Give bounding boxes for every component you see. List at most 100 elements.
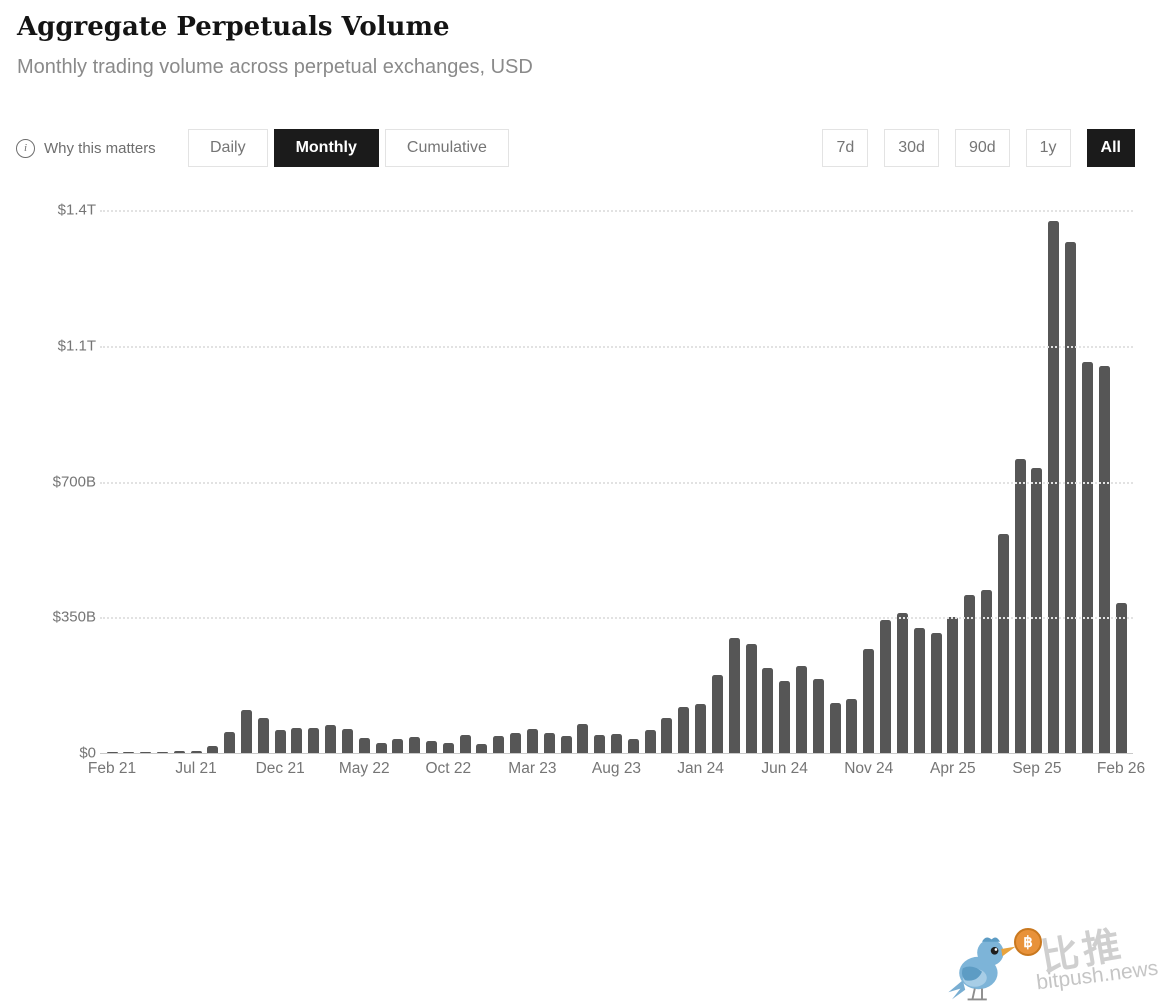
volume-bar[interactable] bbox=[644, 730, 656, 753]
volume-bar[interactable] bbox=[308, 728, 320, 753]
volume-bar[interactable] bbox=[896, 612, 908, 753]
volume-bar[interactable] bbox=[156, 751, 168, 753]
volume-bar[interactable] bbox=[241, 709, 253, 753]
x-axis-baseline bbox=[100, 753, 1133, 754]
volume-bar[interactable] bbox=[1065, 242, 1077, 753]
range-all[interactable]: All bbox=[1086, 129, 1135, 167]
x-tick-label: Dec 21 bbox=[255, 760, 305, 777]
volume-bar[interactable] bbox=[560, 735, 572, 753]
volume-bar[interactable] bbox=[795, 666, 807, 753]
x-tick-label: Feb 21 bbox=[87, 760, 137, 777]
x-tick-label: Oct 22 bbox=[425, 760, 472, 777]
volume-bar[interactable] bbox=[1098, 365, 1110, 753]
volume-bar[interactable] bbox=[325, 725, 337, 753]
range-90d[interactable]: 90d bbox=[954, 129, 1010, 167]
volume-bar-chart: Feb 21 Jul 21 Dec 21 May 22 Oct 22 Mar 23 Aug … bbox=[0, 200, 1158, 1001]
gridline bbox=[100, 345, 1133, 348]
x-tick-label: Mar 23 bbox=[508, 760, 557, 777]
volume-bar[interactable] bbox=[1048, 221, 1060, 753]
y-tick-label: $0 bbox=[79, 744, 96, 762]
volume-bar[interactable] bbox=[510, 732, 522, 753]
volume-bar[interactable] bbox=[173, 751, 185, 753]
volume-bar[interactable] bbox=[779, 680, 791, 753]
y-tick-label: $1.1T bbox=[57, 337, 96, 355]
volume-bar[interactable] bbox=[123, 752, 135, 753]
range-30d[interactable]: 30d bbox=[884, 129, 939, 167]
x-tick-label: May 22 bbox=[338, 760, 390, 777]
volume-bar[interactable] bbox=[442, 742, 454, 753]
volume-bar[interactable] bbox=[1081, 362, 1093, 753]
volume-bar[interactable] bbox=[695, 703, 707, 753]
info-icon: i bbox=[16, 138, 35, 158]
volume-bar[interactable] bbox=[829, 702, 841, 753]
view-mode-daily[interactable]: Daily bbox=[188, 129, 268, 167]
x-tick-label: Jun 24 bbox=[761, 760, 808, 777]
volume-bar[interactable] bbox=[930, 632, 942, 753]
x-tick-label: Nov 24 bbox=[844, 760, 894, 777]
volume-bar[interactable] bbox=[913, 628, 925, 753]
y-tick-label: $350B bbox=[52, 608, 96, 626]
volume-bar[interactable] bbox=[846, 699, 858, 753]
volume-bar[interactable] bbox=[880, 619, 892, 753]
page-title: Aggregate Perpetuals Volume bbox=[17, 12, 450, 42]
volume-bar[interactable] bbox=[493, 735, 505, 753]
volume-bar[interactable] bbox=[964, 594, 976, 753]
watermark-site-text: bitpush.news bbox=[1034, 956, 1158, 995]
gridline bbox=[100, 210, 1133, 212]
volume-bar[interactable] bbox=[577, 723, 589, 753]
view-mode-cumulative[interactable]: Cumulative bbox=[384, 129, 509, 167]
volume-bar[interactable] bbox=[476, 744, 488, 753]
volume-bar[interactable] bbox=[409, 736, 421, 753]
gridline bbox=[100, 481, 1133, 484]
view-mode-toggle: Daily Monthly Cumulative bbox=[188, 129, 509, 167]
volume-bar[interactable] bbox=[207, 746, 219, 753]
x-tick-label: Apr 25 bbox=[929, 760, 976, 777]
twitter-bird-icon bbox=[948, 937, 1016, 1001]
volume-bar[interactable] bbox=[291, 728, 303, 753]
why-this-matters-link[interactable]: i Why this matters bbox=[16, 129, 156, 167]
volume-bar[interactable] bbox=[627, 739, 639, 753]
volume-bar[interactable] bbox=[1031, 467, 1043, 753]
volume-bar[interactable] bbox=[257, 718, 269, 753]
gridline bbox=[100, 617, 1133, 620]
volume-bar[interactable] bbox=[1115, 602, 1127, 753]
volume-bar[interactable] bbox=[392, 738, 404, 753]
volume-bar[interactable] bbox=[611, 733, 622, 753]
chart-header: Aggregate Perpetuals Volume Monthly trad… bbox=[17, 12, 533, 79]
bitcoin-coin-icon: ฿ bbox=[1014, 928, 1042, 956]
volume-bar[interactable] bbox=[762, 668, 774, 753]
volume-bar[interactable] bbox=[678, 706, 690, 753]
volume-bar[interactable] bbox=[1014, 459, 1026, 753]
y-tick-label: $700B bbox=[52, 473, 96, 490]
volume-bar[interactable] bbox=[224, 732, 236, 753]
volume-bar[interactable] bbox=[980, 590, 992, 753]
volume-bar[interactable] bbox=[190, 750, 202, 753]
volume-bar[interactable] bbox=[947, 616, 959, 753]
range-7d[interactable]: 7d bbox=[822, 129, 869, 167]
x-tick-label: Feb 26 bbox=[1096, 760, 1146, 777]
volume-bar[interactable] bbox=[375, 742, 387, 753]
volume-bar[interactable] bbox=[594, 735, 606, 753]
volume-bar[interactable] bbox=[812, 678, 824, 753]
volume-bar[interactable] bbox=[728, 637, 740, 753]
x-tick-label: Aug 23 bbox=[591, 760, 642, 777]
volume-bar[interactable] bbox=[526, 728, 538, 753]
volume-bar[interactable] bbox=[106, 752, 118, 753]
volume-bar[interactable] bbox=[426, 741, 438, 753]
x-tick-label: Jan 24 bbox=[677, 760, 724, 777]
volume-bar[interactable] bbox=[745, 644, 757, 753]
page-subtitle: Monthly trading volume across perpetual … bbox=[17, 56, 533, 79]
volume-bar[interactable] bbox=[459, 735, 471, 753]
volume-bar[interactable] bbox=[661, 718, 673, 753]
view-mode-monthly[interactable]: Monthly bbox=[273, 129, 379, 167]
volume-bar[interactable] bbox=[274, 730, 286, 753]
volume-bar[interactable] bbox=[863, 649, 875, 753]
volume-bar[interactable] bbox=[543, 732, 555, 753]
volume-bar[interactable] bbox=[997, 533, 1009, 753]
x-tick-label: Jul 21 bbox=[175, 760, 217, 777]
range-1y[interactable]: 1y bbox=[1025, 129, 1071, 167]
volume-bar[interactable] bbox=[358, 737, 370, 753]
volume-bar[interactable] bbox=[711, 675, 723, 753]
volume-bar[interactable] bbox=[341, 728, 353, 753]
volume-bar[interactable] bbox=[140, 752, 152, 753]
